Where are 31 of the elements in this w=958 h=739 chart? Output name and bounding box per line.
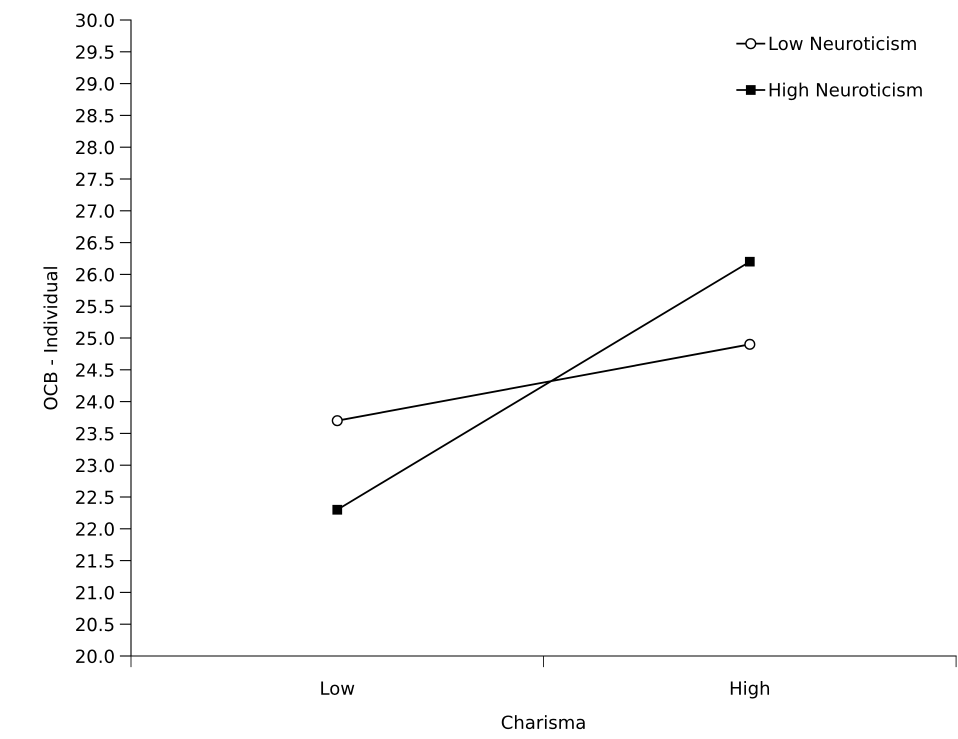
y-tick-label: 20.0 (76, 649, 114, 664)
legend-label: Low Neuroticism (770, 36, 916, 50)
y-tick-label: 20.5 (76, 618, 114, 632)
point (332, 504, 342, 515)
y-tick-label: 25.5 (76, 300, 114, 314)
y-tick-label: 24.0 (76, 395, 114, 409)
y-tick-label: 29.5 (76, 45, 114, 59)
x-tick-label: Low (321, 682, 354, 695)
y-tick-label: 24.5 (76, 363, 114, 377)
y-tick-label: 21.5 (76, 554, 114, 568)
y-tick-label: 22.0 (76, 522, 114, 536)
y-tick-label: 23.0 (76, 458, 114, 472)
point (744, 338, 756, 350)
y-tick-label: 29.0 (76, 77, 114, 91)
y-tick-label: 26.0 (76, 268, 114, 282)
y-tick-label: 21.0 (76, 586, 114, 600)
y-tick-label: 22.5 (76, 490, 114, 504)
x-tick-label: High (730, 681, 770, 698)
point (332, 415, 343, 426)
y-tick-label: 28.0 (76, 140, 114, 154)
point (744, 256, 755, 267)
y-tick-label: 25.0 (76, 331, 114, 346)
legend-label: High Neuroticism (770, 82, 922, 100)
y-tick-label: 27.5 (76, 172, 114, 186)
x-axis-title: Charisma (502, 715, 585, 730)
y-axis-title: OCB - Individual (43, 267, 58, 410)
y-tick-label: 28.5 (76, 108, 114, 123)
y-tick-label: 27.0 (76, 204, 114, 218)
y-tick-label: 30.0 (76, 13, 114, 28)
y-tick-label: 26.5 (76, 236, 114, 250)
y-tick-label: 23.5 (76, 426, 114, 441)
